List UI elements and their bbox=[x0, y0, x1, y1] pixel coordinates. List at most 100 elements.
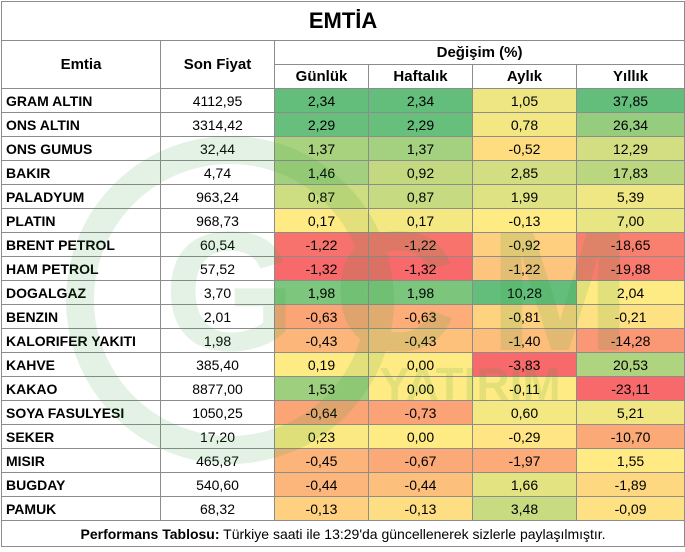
last-price-cell: 32,44 bbox=[160, 136, 275, 161]
table-row: HAM PETROL 57,52 -1,32 -1,32 -1,22 -19,88 bbox=[1, 256, 685, 281]
commodity-name: HAM PETROL bbox=[1, 256, 161, 281]
daily-change-cell: 1,46 bbox=[274, 160, 369, 185]
yearly-change-cell: -19,88 bbox=[575, 256, 685, 281]
monthly-change-cell: -0,92 bbox=[472, 232, 577, 257]
weekly-change-cell: -0,13 bbox=[368, 496, 473, 521]
commodity-name: SOYA FASULYESI bbox=[1, 400, 161, 425]
monthly-change-cell: -0,11 bbox=[472, 376, 577, 401]
daily-change-cell: -0,13 bbox=[274, 496, 369, 521]
commodity-name: KAKAO bbox=[1, 376, 161, 401]
last-price-cell: 1050,25 bbox=[160, 400, 275, 425]
table-row: PALADYUM 963,24 0,87 0,87 1,99 5,39 bbox=[1, 184, 685, 209]
monthly-change-cell: 2,85 bbox=[472, 160, 577, 185]
weekly-change-cell: 0,00 bbox=[368, 424, 473, 449]
table-row: KAKAO 8877,00 1,53 0,00 -0,11 -23,11 bbox=[1, 376, 685, 401]
table-row: SOYA FASULYESI 1050,25 -0,64 -0,73 0,60 5,21 bbox=[1, 400, 685, 425]
daily-change-cell: 2,34 bbox=[274, 88, 369, 113]
monthly-change-cell: -0,52 bbox=[472, 136, 577, 161]
yearly-change-cell: 5,39 bbox=[575, 184, 685, 209]
table-row: BRENT PETROL 60,54 -1,22 -1,22 -0,92 -18,65 bbox=[1, 232, 685, 257]
daily-change-cell: -1,22 bbox=[274, 232, 369, 257]
last-price-cell: 8877,00 bbox=[160, 376, 275, 401]
weekly-change-cell: 0,00 bbox=[368, 352, 473, 377]
yearly-change-cell: 1,55 bbox=[575, 448, 685, 473]
table-row: ONS ALTIN 3314,42 2,29 2,29 0,78 26,34 bbox=[1, 112, 685, 137]
daily-change-cell: -1,32 bbox=[274, 256, 369, 281]
footer-label: Performans Tablosu: bbox=[80, 525, 220, 542]
daily-change-cell: 2,29 bbox=[274, 112, 369, 137]
yearly-change-cell: 17,83 bbox=[575, 160, 685, 185]
yearly-change-cell: 2,04 bbox=[575, 280, 685, 305]
table-row: BUGDAY 540,60 -0,44 -0,44 1,66 -1,89 bbox=[1, 472, 685, 497]
monthly-change-cell: 10,28 bbox=[472, 280, 577, 305]
commodity-name: KALORIFER YAKITI bbox=[1, 328, 161, 353]
monthly-change-cell: 1,05 bbox=[472, 88, 577, 113]
commodity-name: PAMUK bbox=[1, 496, 161, 521]
weekly-change-cell: -1,22 bbox=[368, 232, 473, 257]
table-row: KALORIFER YAKITI 1,98 -0,43 -0,43 -1,40 -14,2… bbox=[1, 328, 685, 353]
weekly-change-cell: 0,00 bbox=[368, 376, 473, 401]
table-row: ONS GUMUS 32,44 1,37 1,37 -0,52 12,29 bbox=[1, 136, 685, 161]
weekly-change-cell: 0,17 bbox=[368, 208, 473, 233]
commodity-name: DOGALGAZ bbox=[1, 280, 161, 305]
monthly-change-cell: -0,81 bbox=[472, 304, 577, 329]
header-daily: Günlük bbox=[274, 64, 369, 89]
footer-text: Türkiye saati ile 13:29'da güncellenerek… bbox=[219, 525, 606, 542]
yearly-change-cell: -14,28 bbox=[575, 328, 685, 353]
yearly-change-cell: 5,21 bbox=[575, 400, 685, 425]
monthly-change-cell: -1,97 bbox=[472, 448, 577, 473]
last-price-cell: 3314,42 bbox=[160, 112, 275, 137]
monthly-change-cell: 3,48 bbox=[472, 496, 577, 521]
daily-change-cell: 1,37 bbox=[274, 136, 369, 161]
weekly-change-cell: 1,37 bbox=[368, 136, 473, 161]
table-row: PAMUK 68,32 -0,13 -0,13 3,48 -0,09 bbox=[1, 496, 685, 521]
daily-change-cell: 0,87 bbox=[274, 184, 369, 209]
table-title: EMTİA bbox=[0, 1, 685, 41]
commodity-name: SEKER bbox=[1, 424, 161, 449]
monthly-change-cell: -1,22 bbox=[472, 256, 577, 281]
last-price-cell: 4,74 bbox=[160, 160, 275, 185]
yearly-change-cell: -0,21 bbox=[575, 304, 685, 329]
yearly-change-cell: 20,53 bbox=[575, 352, 685, 377]
commodity-name: BUGDAY bbox=[1, 472, 161, 497]
daily-change-cell: 0,19 bbox=[274, 352, 369, 377]
header-commodity: Emtia bbox=[1, 40, 161, 89]
table-row: PLATIN 968,73 0,17 0,17 -0,13 7,00 bbox=[1, 208, 685, 233]
monthly-change-cell: -0,29 bbox=[472, 424, 577, 449]
table-row: SEKER 17,20 0,23 0,00 -0,29 -10,70 bbox=[1, 424, 685, 449]
table-row: MISIR 465,87 -0,45 -0,67 -1,97 1,55 bbox=[1, 448, 685, 473]
last-price-cell: 2,01 bbox=[160, 304, 275, 329]
monthly-change-cell: 1,99 bbox=[472, 184, 577, 209]
commodity-name: ONS GUMUS bbox=[1, 136, 161, 161]
last-price-cell: 57,52 bbox=[160, 256, 275, 281]
daily-change-cell: -0,43 bbox=[274, 328, 369, 353]
yearly-change-cell: -1,89 bbox=[575, 472, 685, 497]
monthly-change-cell: 1,66 bbox=[472, 472, 577, 497]
daily-change-cell: -0,64 bbox=[274, 400, 369, 425]
last-price-cell: 963,24 bbox=[160, 184, 275, 209]
table-row: DOGALGAZ 3,70 1,98 1,98 10,28 2,04 bbox=[1, 280, 685, 305]
last-price-cell: 465,87 bbox=[160, 448, 275, 473]
yearly-change-cell: -23,11 bbox=[575, 376, 685, 401]
weekly-change-cell: -0,63 bbox=[368, 304, 473, 329]
yearly-change-cell: 26,34 bbox=[575, 112, 685, 137]
header-yearly: Yıllık bbox=[575, 64, 685, 89]
last-price-cell: 60,54 bbox=[160, 232, 275, 257]
commodity-name: BRENT PETROL bbox=[1, 232, 161, 257]
weekly-change-cell: -0,73 bbox=[368, 400, 473, 425]
header-change-group: Değişim (%) bbox=[273, 40, 685, 65]
daily-change-cell: 0,17 bbox=[274, 208, 369, 233]
commodity-name: KAHVE bbox=[1, 352, 161, 377]
daily-change-cell: -0,63 bbox=[274, 304, 369, 329]
yearly-change-cell: 7,00 bbox=[575, 208, 685, 233]
weekly-change-cell: 2,34 bbox=[368, 88, 473, 113]
last-price-cell: 68,32 bbox=[160, 496, 275, 521]
header-monthly: Aylık bbox=[472, 64, 577, 89]
monthly-change-cell: -3,83 bbox=[472, 352, 577, 377]
monthly-change-cell: -0,13 bbox=[472, 208, 577, 233]
weekly-change-cell: -0,43 bbox=[368, 328, 473, 353]
weekly-change-cell: -1,32 bbox=[368, 256, 473, 281]
weekly-change-cell: -0,44 bbox=[368, 472, 473, 497]
table-row: KAHVE 385,40 0,19 0,00 -3,83 20,53 bbox=[1, 352, 685, 377]
